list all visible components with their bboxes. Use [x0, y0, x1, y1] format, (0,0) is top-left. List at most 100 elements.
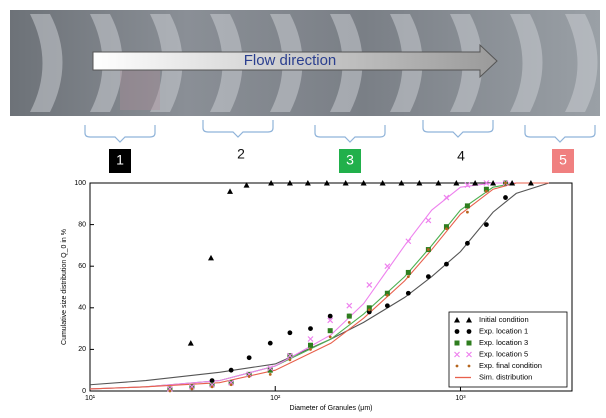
point [286, 180, 293, 186]
point [379, 180, 386, 186]
point [288, 358, 292, 362]
point [328, 335, 332, 339]
legend-label: Sim. distribution [479, 372, 532, 381]
point [342, 180, 349, 186]
point [166, 385, 173, 392]
point [366, 305, 372, 311]
point [210, 385, 214, 389]
y-tick-label: 100 [74, 180, 86, 187]
point [327, 328, 333, 334]
point [267, 365, 274, 372]
x-tick-label: 10³ [455, 395, 466, 402]
location-box [339, 149, 361, 173]
location-label: 3 [346, 152, 354, 168]
point [527, 180, 534, 186]
point [425, 274, 431, 279]
point [229, 383, 233, 387]
point [483, 180, 490, 186]
point [454, 340, 460, 346]
point [384, 263, 391, 270]
point [247, 375, 251, 378]
x-tick-label: 10² [270, 395, 281, 402]
brackets [84, 120, 596, 143]
point [455, 364, 459, 368]
point [490, 180, 497, 186]
point [209, 378, 215, 383]
legend-box [448, 311, 568, 388]
point [406, 275, 410, 278]
point [426, 248, 430, 251]
legend-label: Exp. location 5 [479, 349, 528, 358]
point [188, 383, 195, 390]
legend-label: Initial condition [479, 315, 529, 324]
point [366, 309, 372, 315]
point [504, 181, 507, 185]
point [435, 180, 442, 186]
point [367, 308, 371, 312]
point [464, 203, 470, 209]
point [366, 281, 373, 288]
sim-line [89, 182, 549, 390]
point [405, 238, 412, 245]
y-tick-label: 20 [78, 346, 86, 353]
point [307, 336, 314, 342]
location-label: 5 [559, 152, 567, 168]
sim-line [89, 182, 549, 390]
point [268, 180, 275, 186]
point [444, 261, 449, 267]
point [268, 372, 272, 376]
point [466, 351, 472, 358]
point [466, 340, 472, 346]
location-box [552, 149, 574, 173]
point [227, 188, 234, 194]
point [286, 352, 293, 359]
point [405, 269, 411, 275]
point [509, 180, 516, 186]
point [384, 290, 390, 296]
point [425, 217, 432, 224]
point [308, 326, 313, 331]
point [307, 342, 313, 348]
point [483, 222, 489, 228]
legend-label: Exp. location 3 [479, 338, 528, 347]
point [385, 293, 389, 297]
point [453, 180, 460, 186]
point [443, 194, 450, 201]
point [323, 180, 330, 186]
point [454, 317, 460, 323]
location-label: 4 [457, 148, 465, 164]
point [327, 317, 334, 324]
point [209, 381, 215, 388]
point [246, 371, 253, 378]
point [228, 379, 235, 386]
point [347, 320, 351, 324]
point [360, 180, 367, 186]
point [405, 290, 411, 296]
point [287, 330, 293, 336]
point [466, 210, 469, 214]
legend-label: Exp. location 1 [479, 326, 528, 335]
point [228, 367, 234, 373]
point [304, 180, 311, 186]
point [454, 351, 460, 358]
point [454, 329, 460, 334]
point [327, 313, 333, 319]
point [309, 348, 312, 351]
y-tick-label: 40 [78, 305, 86, 312]
point [398, 180, 405, 186]
point [207, 254, 214, 261]
point [443, 224, 449, 230]
flow-arrow [92, 43, 498, 79]
x-tick-label: 10¹ [85, 395, 96, 402]
flow-label: Flow direction [244, 52, 337, 69]
point [483, 186, 489, 192]
point [384, 303, 390, 309]
location-label: 2 [237, 146, 245, 162]
point [346, 313, 352, 319]
point [484, 189, 488, 193]
point [467, 364, 471, 368]
chart: 0 20 40 60 80 100 10¹ 10² 10³ Diameter of Granule… [61, 180, 573, 412]
point [346, 302, 353, 309]
location-label: 1 [116, 152, 124, 168]
